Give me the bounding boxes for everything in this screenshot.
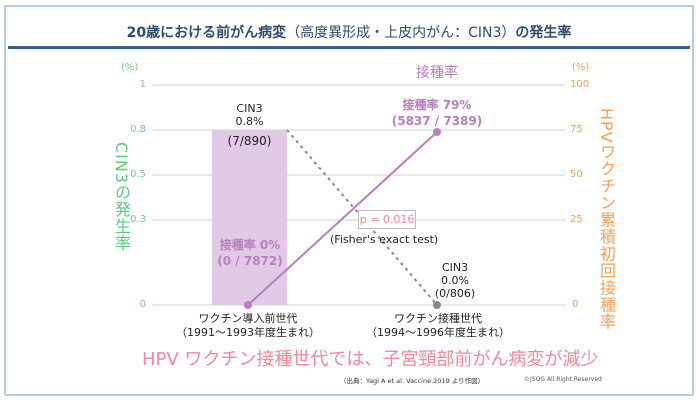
title-divider (8, 46, 690, 49)
title-bold-1: 20歳における前がん病変 (126, 25, 287, 41)
x-label-vaccinated: ワクチン接種世代 （1994〜1996年度生まれ） (358, 312, 518, 340)
vaccination-post-count: (5837 / 7389) (391, 114, 483, 128)
vaccination-line (247, 131, 438, 306)
copyright: ©JSOG All Right Reserved (524, 376, 602, 383)
conclusion-message: HPV ワクチン接種世代では、子宮頸部前がん病変が減少 (142, 349, 599, 370)
right-tick-75: 75 (570, 124, 583, 135)
vaccination-pre-label: 接種率 0% (0 / 7872) (200, 237, 300, 269)
cin3-pre-pct: 0.8% (235, 115, 264, 128)
cin3-pre-title: CIN3 (236, 102, 263, 115)
right-tick-0: 0 (572, 299, 579, 310)
x-label-post-line2: （1994〜1996年度生まれ） (366, 326, 510, 339)
cin3-point-post (433, 301, 441, 309)
p-value-box: p = 0.016 (358, 210, 416, 229)
fisher-test-label: (Fisher's exact test) (330, 233, 439, 246)
title-bold-2: の発生率 (515, 25, 572, 41)
left-tick-0.5: 0.5 (130, 169, 146, 180)
title-normal: （高度異形成・上皮内がん：CIN3） (286, 25, 516, 41)
left-axis-label: CIN3の発生率 (112, 142, 131, 253)
cin3-pre-count: (7/890) (227, 134, 272, 148)
chart-title: 20歳における前がん病変（高度異形成・上皮内がん：CIN3）の発生率 (0, 22, 698, 42)
vaccination-pre-rate: 接種率 0% (219, 238, 281, 252)
vaccination-point-post (433, 128, 441, 136)
right-axis-unit: (%) (572, 62, 590, 73)
left-tick-1: 1 (139, 79, 146, 90)
right-axis-label: HPVワクチン累積初回接種率 (597, 108, 616, 331)
vaccination-post-label: 接種率 79% (5837 / 7389) (387, 97, 487, 129)
cin3-post-count: (0/806) (434, 287, 476, 300)
x-label-post-line1: ワクチン接種世代 (394, 312, 482, 325)
cin3-bar-pre (212, 130, 287, 305)
vaccination-series-header: 接種率 (416, 65, 458, 81)
cin3-pre-label: CIN3 0.8% (212, 102, 287, 128)
source-citation: （出典：Yagi A et al. Vaccine.2019 より作図） (340, 377, 485, 385)
left-tick-0: 0 (139, 299, 146, 310)
left-axis-unit: (%) (121, 62, 139, 73)
vaccination-point-pre (244, 301, 252, 309)
x-label-pre-line1: ワクチン導入前世代 (198, 312, 298, 325)
cin3-post-pct: 0.0% (441, 274, 469, 287)
cin3-post-label: CIN3 0.0% (0/806) (425, 261, 485, 300)
x-label-pre-line2: （1991〜1993年度生まれ） (176, 326, 320, 339)
right-tick-50: 50 (570, 169, 583, 180)
left-tick-0.8: 0.8 (130, 124, 146, 135)
vaccination-pre-count: (0 / 7872) (217, 254, 283, 268)
right-tick-25: 25 (570, 214, 583, 225)
vaccination-post-rate: 接種率 79% (402, 98, 472, 112)
slide-frame (4, 5, 694, 396)
left-tick-0.3: 0.3 (130, 214, 146, 225)
cin3-post-title: CIN3 (441, 261, 469, 274)
x-label-pre-vaccine: ワクチン導入前世代 （1991〜1993年度生まれ） (168, 312, 328, 340)
right-tick-100: 100 (570, 79, 590, 90)
